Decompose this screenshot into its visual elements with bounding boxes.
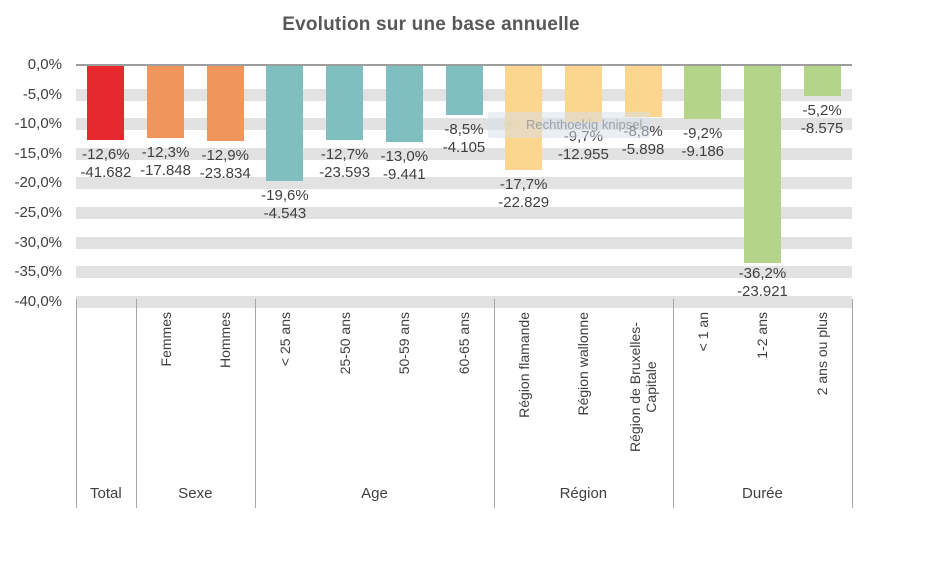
category-label-region-wallonne: Région wallonne <box>575 312 592 416</box>
bar-femmes <box>147 66 185 138</box>
group-label-region: Région <box>559 485 608 502</box>
y-axis-tick-label: -30,0% <box>14 233 62 251</box>
bar-value-femmes: -12,3% -17.848 <box>140 144 191 179</box>
category-label-25-50-ans: 25-50 ans <box>336 312 353 375</box>
bar-value-2-ans-ou-plus: -5,2% -8.575 <box>800 102 844 137</box>
bar-total <box>87 66 125 140</box>
y-axis-tick-label: -35,0% <box>14 263 62 281</box>
bar-value-60-65-ans: -8,5% -4.105 <box>442 121 486 156</box>
zero-axis-line <box>76 64 852 66</box>
y-axis-tick-label: -15,0% <box>14 144 62 162</box>
bar-1-2-ans <box>743 66 781 263</box>
category-label-1-2-ans: 1-2 ans <box>754 312 771 359</box>
snipping-tool-overlay: Rechthoekig knipsel <box>488 112 650 138</box>
category-separator <box>672 299 674 508</box>
category-label-hommes: Hommes <box>217 312 234 369</box>
y-axis-tick-label: 0,0% <box>27 56 62 73</box>
group-label-sexe: Sexe <box>178 485 213 502</box>
category-label-25-ans: < 25 ans <box>276 312 293 367</box>
bar-value-25-50-ans: -12,7% -23.593 <box>319 146 371 181</box>
chart-title: Evolution sur une base annuelle <box>282 14 580 35</box>
gridline-band <box>76 236 852 249</box>
bar-2-ans-ou-plus <box>803 66 841 96</box>
snip-mode-label: Rechthoekig knipsel <box>526 117 643 132</box>
bar-value-50-59-ans: -13,0% -9.441 <box>380 148 429 183</box>
bar-25-ans <box>266 66 304 181</box>
category-label-1-an: < 1 an <box>694 312 711 352</box>
bar-value-1-2-ans: -36,2% -23.921 <box>737 265 788 300</box>
category-separator <box>76 299 77 508</box>
y-axis-tick-label: -10,0% <box>14 115 62 133</box>
category-label-region-flamande: Région flamande <box>515 312 532 418</box>
y-axis-tick-label: -5,0% <box>22 85 62 103</box>
category-label-2-ans-ou-plus: 2 ans ou plus <box>814 312 831 396</box>
bar-25-50-ans <box>326 66 364 140</box>
bar-50-59-ans <box>385 66 423 142</box>
bar-value-hommes: -12,9% -23.834 <box>199 147 251 182</box>
bar-value-1-an: -9,2% -9.186 <box>681 125 725 160</box>
gridline-band <box>76 207 852 219</box>
y-axis-tick-label: -25,0% <box>14 204 62 221</box>
category-label-50-59-ans: 50-59 ans <box>396 312 413 375</box>
y-axis-tick-label: -20,0% <box>14 174 62 192</box>
category-separator <box>255 299 257 508</box>
bar-hommes <box>206 66 244 141</box>
bar-1-an <box>684 66 722 119</box>
bar-region-de-bruxelles-capitale <box>624 66 662 117</box>
y-axis-tick-label: -40,0% <box>14 292 62 310</box>
category-separator <box>493 299 495 508</box>
category-label-60-65-ans: 60-65 ans <box>456 312 472 375</box>
snip-dot-icon <box>504 120 513 129</box>
gridline-band <box>76 295 852 308</box>
bar-value-region-flamande: -17,7% -22.829 <box>498 176 550 211</box>
category-separator <box>852 299 853 508</box>
category-separator <box>135 299 137 508</box>
bar-value-total: -12,6% -41.682 <box>80 146 132 181</box>
category-label-region-de-bruxelles-capitale: Région de Bruxelles- Capitale <box>627 322 660 452</box>
gridline-band <box>76 266 852 279</box>
category-label-femmes: Femmes <box>157 312 174 367</box>
bar-60-65-ans <box>445 66 483 115</box>
bar-value-25-ans: -19,6% -4.543 <box>261 187 309 222</box>
group-label-duree: Durée <box>742 485 783 502</box>
group-label-age: Age <box>361 485 388 502</box>
group-label-total: Total <box>90 485 122 502</box>
